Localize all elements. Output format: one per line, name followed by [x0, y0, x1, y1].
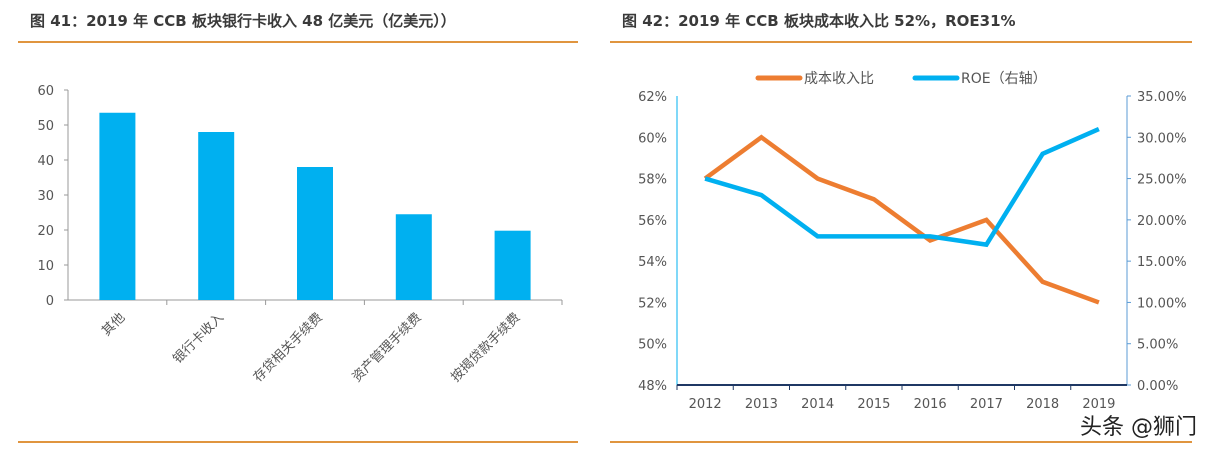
x-tick-label: 2014: [801, 397, 834, 412]
bar: [297, 167, 333, 300]
y-tick-label: 50%: [638, 338, 667, 353]
y-tick-label: 10: [37, 259, 54, 274]
y-tick-label: 0: [46, 294, 54, 309]
x-tick-label: 存贷相关手续费: [251, 310, 326, 385]
bar: [198, 132, 235, 300]
series-line-cost-income: [703, 134, 1100, 305]
y-tick-label: 60: [37, 84, 54, 99]
x-tick-label: 2012: [689, 397, 722, 412]
y-tick-label: 30: [37, 189, 54, 204]
bottom-rule: [610, 441, 1192, 443]
y2-tick-label: 10.00%: [1137, 296, 1187, 311]
x-tick-label: 其他: [99, 310, 128, 339]
x-tick-label: 银行卡收入: [170, 310, 227, 367]
y2-tick-label: 15.00%: [1137, 255, 1187, 270]
chart-title-right: 图 42：2019 年 CCB 板块成本收入比 52%，ROE31%: [622, 12, 1016, 30]
bar: [395, 214, 432, 300]
legend-label: 成本收入比: [804, 71, 874, 87]
x-tick-label: 2019: [1082, 397, 1115, 412]
y-tick-label: 50: [37, 119, 54, 134]
title-rule: [18, 41, 578, 43]
x-tick-label: 2018: [1026, 397, 1059, 412]
y-tick-label: 20: [37, 224, 54, 239]
y-tick-label: 60%: [638, 131, 667, 146]
y-tick-label: 48%: [638, 379, 667, 394]
bar: [494, 230, 531, 300]
title-rule: [610, 41, 1192, 43]
y-tick-label: 40: [37, 154, 54, 169]
series-line-roe: [704, 126, 1100, 248]
x-tick-label: 按揭贷款手续费: [448, 310, 523, 385]
y-tick-label: 52%: [638, 296, 667, 311]
watermark: 头条 @狮门: [1080, 415, 1197, 440]
chart-title-left: 图 41：2019 年 CCB 板块银行卡收入 48 亿美元（亿美元））: [30, 12, 456, 30]
bottom-rule: [18, 441, 578, 443]
x-tick-label: 资产管理手续费: [350, 310, 425, 385]
y2-tick-label: 30.00%: [1137, 131, 1187, 146]
y2-tick-label: 5.00%: [1137, 338, 1178, 353]
x-tick-label: 2015: [857, 397, 890, 412]
y2-tick-label: 35.00%: [1137, 90, 1187, 105]
y-tick-label: 54%: [638, 255, 667, 270]
y2-tick-label: 25.00%: [1137, 173, 1187, 188]
x-tick-label: 2016: [914, 397, 947, 412]
bar: [99, 112, 136, 300]
y2-tick-label: 20.00%: [1137, 214, 1187, 229]
x-tick-label: 2013: [745, 397, 778, 412]
y-tick-label: 56%: [638, 214, 667, 229]
y2-tick-label: 0.00%: [1137, 379, 1178, 394]
legend-label: ROE（右轴）: [961, 71, 1047, 87]
y-tick-label: 58%: [638, 173, 667, 188]
y-tick-label: 62%: [638, 90, 667, 105]
x-tick-label: 2017: [970, 397, 1003, 412]
